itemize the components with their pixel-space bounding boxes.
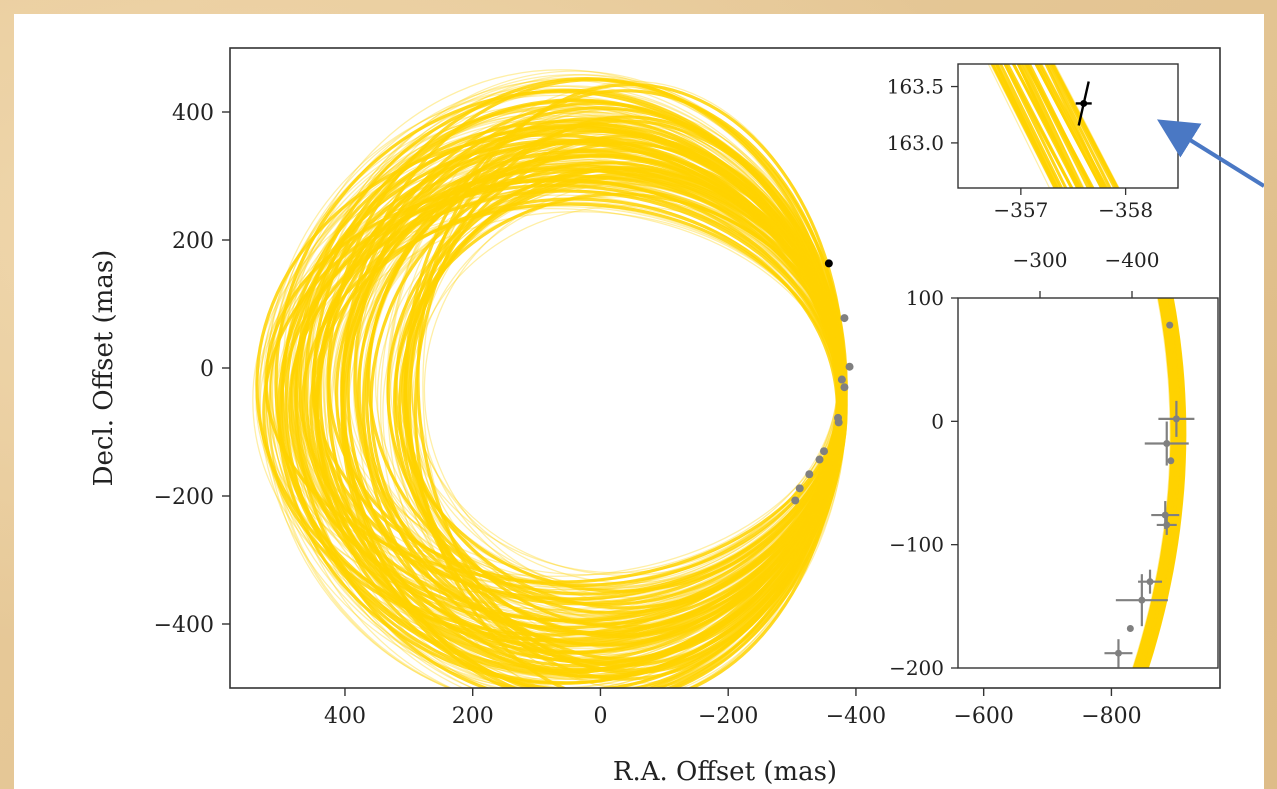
- orbit-segment: [1035, 64, 1102, 188]
- orbit-segment: [1011, 64, 1082, 188]
- orbit-segment: [1049, 64, 1112, 188]
- figure-card: 400 200 0 −200 −400 −600 −800 400 200 0 −200 −400 …: [14, 14, 1264, 789]
- orbit-figure: 400 200 0 −200 −400 −600 −800 4002000−200−400 …: [89, 47, 1264, 787]
- highlight-point: [824, 259, 833, 268]
- orbit-segment: [1048, 64, 1117, 188]
- data-point: [845, 362, 854, 371]
- arc-orbit-curve: [1138, 298, 1177, 668]
- data-point: [795, 484, 804, 493]
- orbit-segment: [1040, 64, 1106, 188]
- orbit-segment: [1025, 64, 1094, 188]
- zoom-inset-ticks: −357 −358 163.5 163.0: [887, 75, 1153, 222]
- data-point: [805, 470, 814, 479]
- main-x-ticks: 400 200 0 −200 −400 −600 −800: [324, 688, 1142, 729]
- orbit-segment: [1046, 64, 1112, 188]
- data-point: [840, 383, 849, 392]
- orbit-segment: [1034, 64, 1104, 188]
- orbit-segment: [1025, 64, 1095, 188]
- orbit-curve: [279, 178, 844, 648]
- arc-orbit-curve: [1142, 298, 1182, 668]
- arc-data-point: [1167, 457, 1175, 465]
- arc-data-point: [1163, 440, 1171, 448]
- orbit-segment: [987, 64, 1051, 188]
- arc-top-tick-label: −300: [1013, 248, 1068, 272]
- orbit-curve: [403, 134, 848, 672]
- arc-orbit-curve: [1132, 298, 1175, 668]
- x-tick-label: −400: [826, 704, 886, 729]
- orbit-segment: [1021, 64, 1084, 188]
- zoom-point: [1080, 99, 1088, 107]
- arc-y-tick-label: 0: [931, 409, 944, 433]
- arc-orbit-curve: [1143, 298, 1183, 668]
- orbit-segment: [1027, 64, 1093, 188]
- orbit-segment: [1051, 64, 1120, 188]
- orbit-segment: [1041, 64, 1108, 188]
- arc-y-tick-label: −100: [889, 533, 944, 557]
- data-point: [791, 496, 800, 505]
- zoom-x-tick-label: −358: [1098, 198, 1153, 222]
- data-point: [840, 314, 849, 323]
- x-tick-label: −200: [698, 704, 758, 729]
- arc-data-point: [1126, 625, 1134, 633]
- arc-data-point: [1114, 649, 1122, 657]
- data-point: [834, 418, 843, 427]
- arc-data-point: [1163, 521, 1171, 529]
- zoom-y-tick-label: 163.0: [887, 131, 944, 155]
- data-point: [820, 447, 828, 456]
- arc-inset-ticks: 100 0 −100 −200 −300 −400: [889, 248, 1159, 680]
- arc-data-point: [1166, 321, 1174, 329]
- arc-orbit-curve: [1143, 298, 1185, 668]
- zoom-inset-orbits: [987, 64, 1120, 188]
- arc-inset-frame: [957, 297, 1219, 669]
- arc-data-point: [1138, 596, 1146, 604]
- orbit-segment: [998, 64, 1064, 188]
- y-tick-label: −400: [154, 613, 214, 638]
- main-y-ticks: 400 200 0 −200 −400: [154, 101, 230, 638]
- arc-data-point: [1146, 578, 1154, 586]
- y-tick-label: 0: [200, 357, 214, 382]
- orbit-segment: [989, 64, 1055, 188]
- orbit-segment: [1038, 64, 1109, 188]
- arc-data-point: [1172, 415, 1180, 423]
- arc-inset-orbits: [1104, 298, 1195, 668]
- x-tick-label: 400: [324, 704, 366, 729]
- zoom-y-tick-label: 163.5: [887, 75, 944, 99]
- arc-orbit-curve: [1136, 298, 1176, 668]
- y-tick-label: −200: [154, 485, 214, 510]
- y-tick-label: 400: [172, 101, 214, 126]
- orbit-segment: [1021, 64, 1085, 188]
- arc-orbit-curve: [1135, 298, 1178, 668]
- orbit-segment: [994, 64, 1059, 188]
- data-point: [815, 455, 824, 464]
- x-axis-label: R.A. Offset (mas): [613, 757, 837, 787]
- x-tick-label: −800: [1081, 704, 1141, 729]
- arc-orbit-curve: [1131, 298, 1171, 668]
- arc-y-tick-label: −200: [889, 656, 944, 680]
- x-tick-label: 200: [452, 704, 494, 729]
- arc-orbit-curve: [1140, 298, 1180, 668]
- orbit-segment: [1051, 64, 1113, 188]
- x-tick-label: 0: [593, 704, 607, 729]
- arc-orbit-curve: [1133, 298, 1173, 668]
- y-tick-label: 200: [172, 229, 214, 254]
- orbit-segment: [1003, 64, 1074, 188]
- data-point: [837, 375, 846, 384]
- main-data-points: [791, 259, 854, 505]
- annotation-arrow: [1157, 119, 1264, 188]
- zoom-x-tick-label: −357: [993, 198, 1048, 222]
- y-axis-label: Decl. Offset (mas): [89, 250, 119, 487]
- arc-orbit-curve: [1145, 298, 1185, 668]
- orbit-segment: [1051, 64, 1120, 188]
- orbit-segment: [990, 64, 1057, 188]
- x-tick-label: −600: [953, 704, 1013, 729]
- orbit-segment: [1054, 64, 1120, 188]
- arc-y-tick-label: 100: [906, 286, 944, 310]
- arc-top-tick-label: −400: [1105, 248, 1160, 272]
